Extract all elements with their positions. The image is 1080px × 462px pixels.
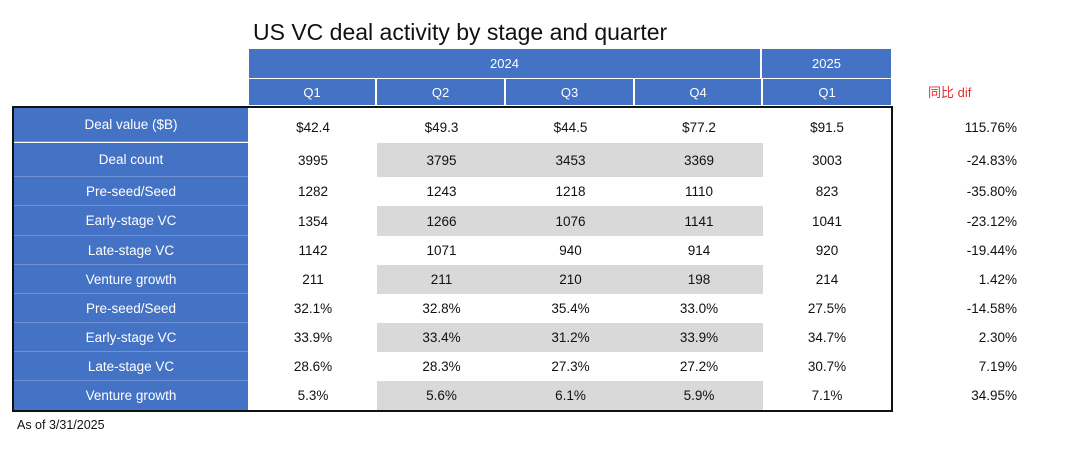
row-2-value-2024-q2: 3795 xyxy=(377,143,506,177)
row-1-value-2024-q3: $44.5 xyxy=(553,119,588,135)
row-4-value-2024-q3: 1076 xyxy=(506,206,635,236)
row-7-value-2024-q3: 35.4% xyxy=(551,301,590,316)
row-6-value-2025-q1: 214 xyxy=(815,272,839,287)
row-10-value-2024-q1: 5.3% xyxy=(297,388,329,403)
row-5-value-2025-q1: 920 xyxy=(815,243,839,258)
row-10-yoy-diff: 34.95% xyxy=(971,388,1017,403)
row-7-yoy-diff: -14.58% xyxy=(966,301,1017,316)
row-7-label: Pre-seed/Seed xyxy=(14,294,248,323)
row-2-yoy-diff: -24.83% xyxy=(966,152,1017,168)
row-2-value-2024-q1: 3995 xyxy=(297,152,329,168)
row-4-yoy-diff: -23.12% xyxy=(966,213,1017,229)
row-10-value-2024-q4: 5.9% xyxy=(635,381,763,410)
row-3-value-2024-q4: 1110 xyxy=(684,184,714,199)
row-8-value-2025-q1: 34.7% xyxy=(807,330,847,345)
row-10-value-2025-q1: 7.1% xyxy=(811,388,843,403)
row-3-value-2025-q1: 823 xyxy=(815,184,839,199)
row-1-value-2025-q1: $91.5 xyxy=(810,119,844,135)
row-6-value-2024-q4: 198 xyxy=(635,265,763,294)
row-5-value-2024-q1: 1142 xyxy=(298,243,328,258)
row-8-yoy-diff: 2.30% xyxy=(978,330,1017,345)
row-6-label: Venture growth xyxy=(14,265,248,294)
row-9-value-2024-q4: 27.2% xyxy=(679,359,719,374)
row-9-value-2024-q1: 28.6% xyxy=(293,359,333,374)
row-6-value-2024-q3: 210 xyxy=(506,265,635,294)
row-9-value-2024-q2: 28.3% xyxy=(422,359,461,374)
row-1-value-2024-q1: $42.4 xyxy=(296,119,330,135)
footnote: As of 3/31/2025 xyxy=(17,418,105,432)
row-2-value-2025-q1: 3003 xyxy=(811,152,843,168)
row-9-value-2024-q3: 27.3% xyxy=(551,359,590,374)
row-4-value-2024-q2: 1266 xyxy=(377,206,506,236)
row-10-label: Venture growth xyxy=(14,381,248,410)
row-1-value-2024-q4: $77.2 xyxy=(682,119,716,135)
quarter-header-2025-q1: Q1 xyxy=(763,79,891,105)
row-10-value-2024-q3: 6.1% xyxy=(506,381,635,410)
row-4-label: Early-stage VC xyxy=(14,206,248,236)
row-3-value-2024-q1: 1282 xyxy=(297,184,329,199)
row-2-value-2024-q4: 3369 xyxy=(635,143,763,177)
row-7-value-2024-q2: 32.8% xyxy=(422,301,461,316)
row-9-label: Late-stage VC xyxy=(14,352,248,381)
row-1-yoy-diff: 115.76% xyxy=(964,119,1017,135)
row-8-value-2024-q3: 31.2% xyxy=(506,323,635,352)
row-6-value-2024-q1: 211 xyxy=(302,272,324,287)
row-8-value-2024-q4: 33.9% xyxy=(635,323,763,352)
row-9-yoy-diff: 7.19% xyxy=(978,359,1017,374)
row-7-value-2025-q1: 27.5% xyxy=(807,301,847,316)
row-4-value-2024-q1: 1354 xyxy=(297,213,329,229)
row-3-yoy-diff: -35.80% xyxy=(966,184,1017,199)
quarter-header-2024-q2: Q2 xyxy=(377,79,505,105)
row-5-value-2024-q2: 1071 xyxy=(426,243,457,258)
quarter-header-2024-q1: Q1 xyxy=(249,79,376,105)
row-2-value-2024-q3: 3453 xyxy=(506,143,635,177)
row-10-value-2024-q2: 5.6% xyxy=(377,381,506,410)
yoy-diff-header: 同比 dif xyxy=(928,85,972,100)
row-5-yoy-diff: -19.44% xyxy=(966,243,1017,258)
row-4-value-2024-q4: 1141 xyxy=(635,206,763,236)
row-7-value-2024-q4: 33.0% xyxy=(679,301,719,316)
row-1-value-2024-q2: $49.3 xyxy=(424,119,459,135)
row-1-label: Deal value ($B) xyxy=(14,108,248,142)
row-3-label: Pre-seed/Seed xyxy=(14,177,248,206)
row-5-label: Late-stage VC xyxy=(14,236,248,265)
row-3-value-2024-q2: 1243 xyxy=(426,184,457,199)
row-3-value-2024-q3: 1218 xyxy=(555,184,586,199)
row-8-label: Early-stage VC xyxy=(14,323,248,352)
row-5-value-2024-q3: 940 xyxy=(559,243,582,258)
chart-title: US VC deal activity by stage and quarter xyxy=(253,19,668,45)
quarter-header-2024-q4: Q4 xyxy=(635,79,762,105)
row-5-value-2024-q4: 914 xyxy=(687,243,711,258)
row-6-yoy-diff: 1.42% xyxy=(978,272,1017,287)
row-8-value-2024-q1: 33.9% xyxy=(293,330,333,345)
row-4-value-2025-q1: 1041 xyxy=(811,213,843,229)
row-9-value-2025-q1: 30.7% xyxy=(807,359,847,374)
row-6-value-2024-q2: 211 xyxy=(377,265,506,294)
row-8-value-2024-q2: 33.4% xyxy=(377,323,506,352)
row-7-value-2024-q1: 32.1% xyxy=(293,301,333,316)
quarter-header-2024-q3: Q3 xyxy=(506,79,634,105)
row-2-label: Deal count xyxy=(14,143,248,177)
year-header-2025: 2025 xyxy=(762,49,891,78)
year-header-2024: 2024 xyxy=(249,49,761,78)
